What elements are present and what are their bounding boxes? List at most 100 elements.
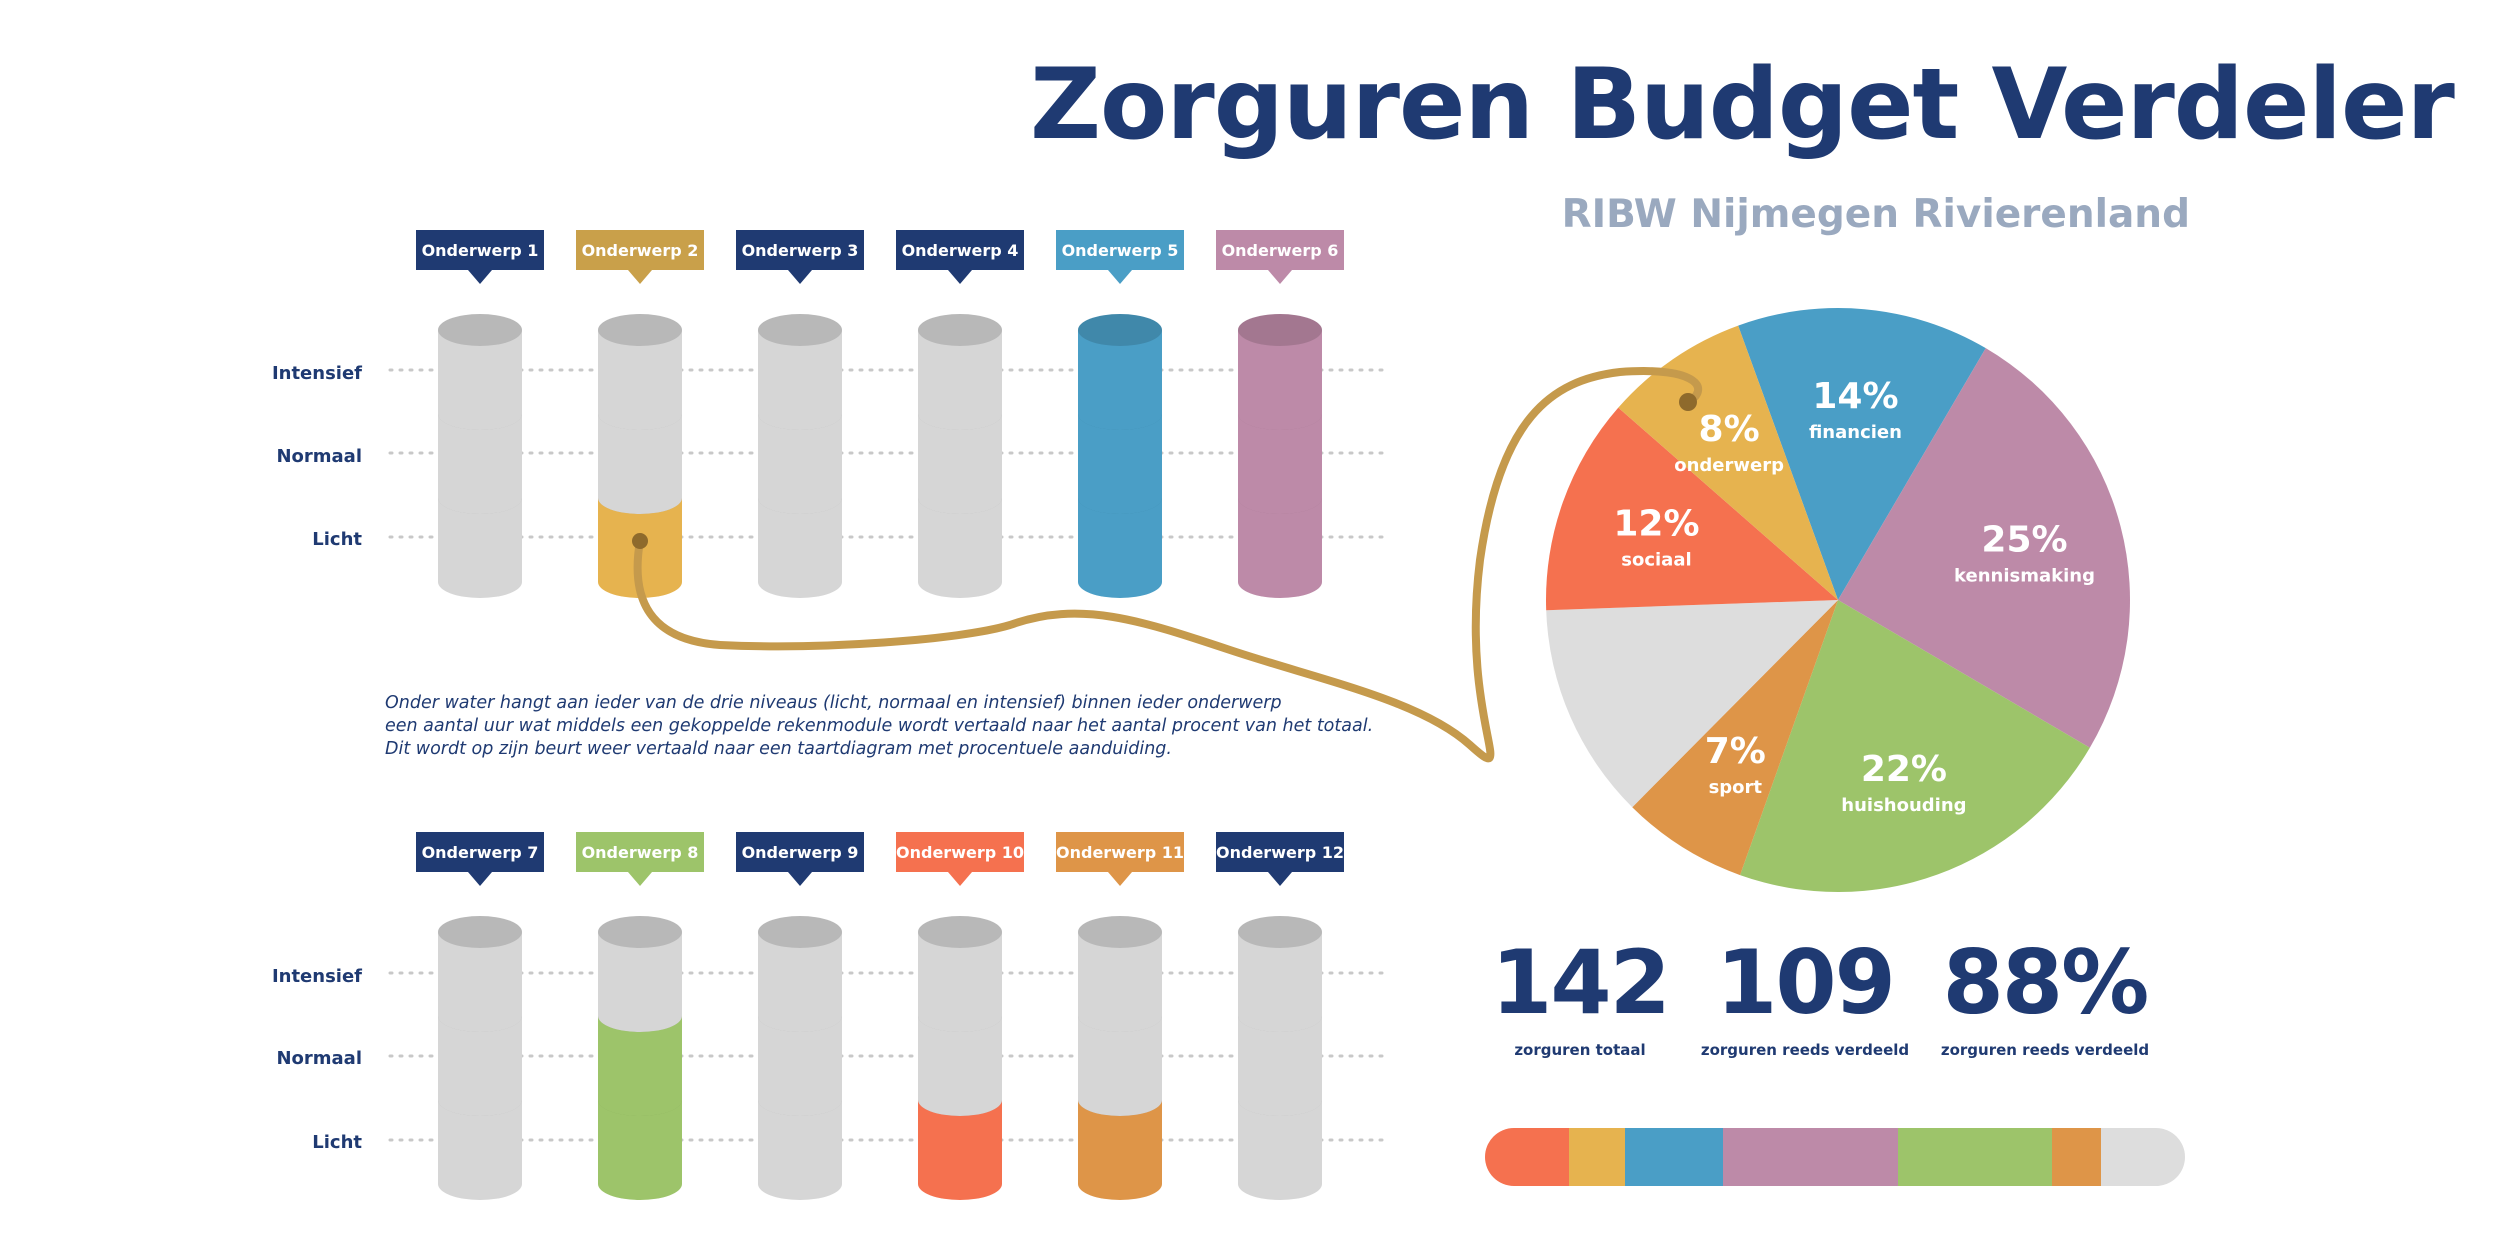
pie-slice — [1546, 407, 1838, 611]
pie-slice — [1838, 348, 2130, 748]
topic-label-box — [896, 832, 1024, 872]
progress-bar — [1485, 1128, 2185, 1186]
pie-slice-label: financien — [1809, 422, 1902, 443]
pie-slice-percentage: 7% — [1705, 731, 1766, 772]
pie-slice-percentage: 12% — [1613, 503, 1699, 544]
cylinder-segment-top — [758, 314, 842, 346]
topic-label-text: Onderwerp 4 — [902, 241, 1019, 260]
topic-cylinder — [438, 314, 522, 598]
stat-total: 142 zorguren totaal — [1455, 931, 1705, 1060]
cylinder-segment-body — [1238, 932, 1322, 1032]
topic-label-text: Onderwerp 10 — [896, 843, 1024, 862]
stat-distributed: 109 zorguren reeds verdeeld — [1680, 931, 1930, 1060]
topic-label-text: Onderwerp 3 — [742, 241, 859, 260]
page-subtitle: RIBW Nijmegen Rivierenland — [1561, 192, 2190, 237]
cylinder-segment-body — [918, 1100, 1002, 1200]
topic-label-text: Onderwerp 1 — [422, 241, 539, 260]
topic-label-pointer — [1268, 872, 1292, 886]
cylinder-segment-body — [918, 1016, 1002, 1116]
topic-label-box — [896, 230, 1024, 270]
topic-label-12: Onderwerp 12 — [1216, 832, 1344, 886]
topic-cylinder — [1238, 314, 1322, 598]
cylinder-segment-body — [758, 498, 842, 598]
pie-slice — [1546, 600, 1838, 808]
stat-label: zorguren reeds verdeeld — [1700, 1041, 1910, 1059]
stat-value: 142 — [1491, 931, 1671, 1034]
topic-label-9: Onderwerp 9 — [736, 832, 864, 886]
level-label: Licht — [312, 529, 362, 550]
connector-string — [633, 367, 1702, 763]
topic-cylinder — [758, 314, 842, 598]
pie-slice — [1618, 325, 1838, 600]
cylinder-segment-body — [1238, 1016, 1322, 1116]
connector-knot-end — [1679, 393, 1697, 411]
topic-label-text: Onderwerp 7 — [422, 843, 539, 862]
cylinder-segment-body — [1078, 1100, 1162, 1200]
cylinder-segment-top — [438, 314, 522, 346]
cylinder-segment-body — [1078, 330, 1162, 430]
pie-slice — [1632, 600, 1838, 876]
pie-slice-percentage: 25% — [1981, 519, 2067, 560]
cylinder-segment-body — [758, 1100, 842, 1200]
stat-percentage: 88% zorguren reeds verdeeld — [1920, 935, 2170, 1060]
cylinder-segment-top — [438, 916, 522, 948]
connector-knot-start — [632, 533, 648, 549]
pie-slice-label: sport — [1709, 777, 1763, 798]
topic-cylinder — [758, 916, 842, 1200]
cylinder-segment-body — [758, 330, 842, 430]
level-label: Normaal — [276, 1048, 362, 1069]
cylinder-segment-top — [1238, 314, 1322, 346]
cylinder-segment-body — [1238, 414, 1322, 514]
cylinder-segment-top — [1238, 916, 1322, 948]
cylinder-segment-body — [918, 414, 1002, 514]
topic-label-3: Onderwerp 3 — [736, 230, 864, 284]
stat-label: zorguren totaal — [1514, 1041, 1646, 1059]
level-label: Intensief — [272, 363, 362, 384]
cylinder-segment-body — [1238, 498, 1322, 598]
topic-cylinder — [918, 314, 1002, 598]
topic-label-pointer — [468, 872, 492, 886]
cylinder-segment-body — [598, 330, 682, 430]
topic-label-8: Onderwerp 8 — [576, 832, 704, 886]
level-label: Intensief — [272, 966, 362, 987]
pie-slice-label: huishouding — [1841, 795, 1966, 816]
cylinder-segment-body — [758, 414, 842, 514]
cylinder-segment-body — [758, 1016, 842, 1116]
stat-label: zorguren reeds verdeeld — [1940, 1041, 2150, 1059]
topic-label-pointer — [948, 872, 972, 886]
pie-slice — [1740, 600, 2090, 892]
description: Onder water hangt aan ieder van de drie … — [385, 692, 1385, 761]
topic-cylinder — [598, 916, 682, 1200]
topic-label-1: Onderwerp 1 — [416, 230, 544, 284]
pie-slice — [1738, 307, 1986, 600]
topic-label-box — [416, 230, 544, 270]
progress-bar-segment — [2101, 1128, 2185, 1186]
topic-label-text: Onderwerp 6 — [1222, 241, 1339, 260]
cylinder-segment-body — [598, 932, 682, 1032]
cylinder-segment-top — [918, 314, 1002, 346]
cylinder-segment-top — [598, 314, 682, 346]
topic-label-box — [416, 832, 544, 872]
topic-label-box — [1056, 230, 1184, 270]
level-label: Normaal — [276, 446, 362, 467]
cylinder-segment-body — [438, 1016, 522, 1116]
stat-value: 109 — [1716, 931, 1896, 1034]
cylinder-segment-body — [1078, 932, 1162, 1032]
progress-bar-segment — [2052, 1128, 2102, 1186]
pie-slice-percentage: 8% — [1699, 409, 1760, 450]
description-line: Onder water hangt aan ieder van de drie … — [385, 693, 1282, 713]
cylinder-segment-top — [1078, 314, 1162, 346]
topic-label-box — [1216, 230, 1344, 270]
progress-bar-segment — [1485, 1128, 1570, 1186]
topic-label-text: Onderwerp 2 — [582, 241, 699, 260]
cylinder-segment-body — [598, 1016, 682, 1116]
description-line: een aantal uur wat middels een gekoppeld… — [385, 716, 1374, 736]
topic-label-box — [1216, 832, 1344, 872]
topic-cylinder — [438, 916, 522, 1200]
topic-label-text: Onderwerp 5 — [1062, 241, 1179, 260]
topic-label-box — [576, 230, 704, 270]
topic-label-pointer — [628, 872, 652, 886]
progress-bar-segment — [1569, 1128, 1626, 1186]
cylinder-segment-body — [598, 414, 682, 514]
pie-slice-percentage: 14% — [1812, 376, 1898, 417]
